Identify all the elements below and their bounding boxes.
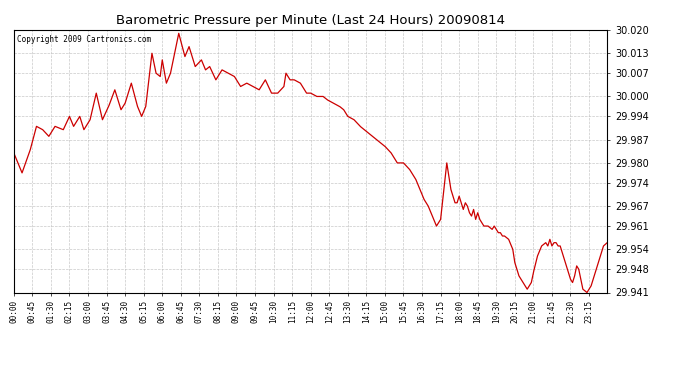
Title: Barometric Pressure per Minute (Last 24 Hours) 20090814: Barometric Pressure per Minute (Last 24 … [116,15,505,27]
Text: Copyright 2009 Cartronics.com: Copyright 2009 Cartronics.com [17,35,151,44]
